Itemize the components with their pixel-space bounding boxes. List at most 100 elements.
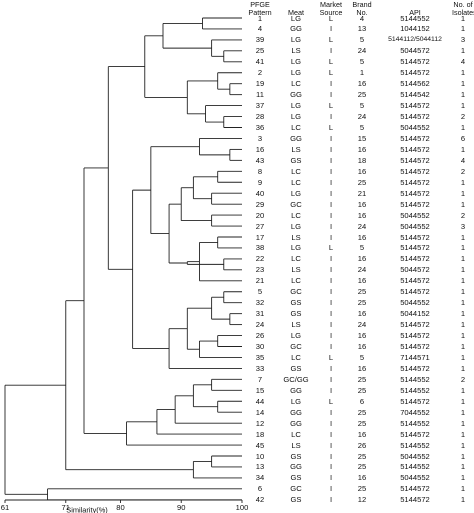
meat-cell: LG xyxy=(290,68,302,78)
table-row: 10 GS I 25 5044552 1 xyxy=(244,451,474,462)
api-cell: 5144572 xyxy=(400,199,430,209)
market-source-cell: I xyxy=(329,451,333,461)
pfge-pattern-cell: 14 xyxy=(255,407,265,417)
brand-no-cell: 16 xyxy=(357,473,367,483)
pfge-pattern-cell: 20 xyxy=(255,210,265,220)
pfge-pattern-cell: 36 xyxy=(255,123,265,132)
table-row: 6 GC I 25 5144572 1 xyxy=(244,483,474,494)
brand-no-cell: 24 xyxy=(357,221,367,231)
brand-no-cell: 16 xyxy=(357,331,367,341)
brand-no-cell: 24 xyxy=(357,320,367,330)
brand-no-cell: 16 xyxy=(357,309,367,319)
market-source-cell: L xyxy=(328,123,334,132)
table-row: 13 GG I 25 5144552 1 xyxy=(244,461,474,472)
api-cell: 5144572 xyxy=(400,57,430,67)
isolates-cell: 1 xyxy=(460,276,466,286)
brand-no-cell: 25 xyxy=(357,418,367,428)
pfge-pattern-cell: 16 xyxy=(255,144,265,154)
api-cell: 7144571 xyxy=(400,352,430,362)
table-row: 2 LG L 1 5144572 1 xyxy=(244,67,474,78)
table-row: 34 GS I 16 5044552 1 xyxy=(244,472,474,483)
brand-no-cell: 13 xyxy=(357,24,367,34)
brand-no-cell: 12 xyxy=(357,495,367,505)
header-pattern: PFGE Pattern xyxy=(248,0,272,17)
market-source-cell: I xyxy=(329,298,333,308)
table-row: 40 LG I 21 5144572 1 xyxy=(244,188,474,199)
api-cell: 5144552 xyxy=(400,13,430,23)
brand-no-cell: 18 xyxy=(357,155,367,165)
table-row: 21 LC I 16 5144572 1 xyxy=(244,275,474,286)
brand-no-cell: 5 xyxy=(359,101,365,111)
meat-cell: GS xyxy=(290,473,302,483)
brand-no-cell: 25 xyxy=(357,462,367,472)
table-row: 29 GC I 16 5144572 1 xyxy=(244,199,474,210)
brand-no-cell: 5 xyxy=(359,243,365,253)
isolates-cell: 1 xyxy=(460,363,466,373)
isolates-cell: 1 xyxy=(460,440,466,450)
table-row: 19 LC I 16 5144562 1 xyxy=(244,78,474,89)
market-source-cell: I xyxy=(329,155,333,165)
api-cell: 5044152 xyxy=(400,309,430,319)
pfge-pattern-cell: 2 xyxy=(257,68,263,78)
axis-tick-label: 100 xyxy=(236,503,249,512)
pfge-pattern-cell: 39 xyxy=(255,35,265,45)
market-source-cell: L xyxy=(328,396,334,406)
isolates-cell: 1 xyxy=(460,396,466,406)
api-cell: 5144572 xyxy=(400,331,430,341)
brand-no-cell: 16 xyxy=(357,429,367,439)
brand-no-cell: 24 xyxy=(357,265,367,275)
api-cell: 5144572 xyxy=(400,177,430,187)
axis-tick-label: 80 xyxy=(116,503,124,512)
market-source-cell: I xyxy=(329,210,333,220)
meat-cell: GG xyxy=(290,462,302,472)
table-row: 20 LC I 16 5044552 2 xyxy=(244,210,474,221)
table-row: 44 LG L 6 5144572 1 xyxy=(244,396,474,407)
table-row: 27 LG I 24 5044552 3 xyxy=(244,221,474,232)
pfge-pattern-cell: 5 xyxy=(257,287,263,297)
market-source-cell: I xyxy=(329,363,333,373)
pfge-pattern-cell: 28 xyxy=(255,112,265,122)
isolates-cell: 1 xyxy=(460,265,466,275)
header-api: API xyxy=(409,8,421,17)
brand-no-cell: 16 xyxy=(357,276,367,286)
meat-cell: LG xyxy=(290,112,302,122)
api-cell: 5044552 xyxy=(400,123,430,132)
pfge-pattern-cell: 10 xyxy=(255,451,265,461)
table-row: 8 LC I 16 5144572 2 xyxy=(244,166,474,177)
pfge-pattern-cell: 26 xyxy=(255,331,265,341)
brand-no-cell: 25 xyxy=(357,451,367,461)
pfge-pattern-cell: 18 xyxy=(255,429,265,439)
api-cell: 5144572 xyxy=(400,484,430,494)
header-market-source: Market Source xyxy=(319,0,343,17)
pfge-pattern-cell: 41 xyxy=(255,57,265,67)
market-source-cell: I xyxy=(329,276,333,286)
isolates-cell: 1 xyxy=(460,68,466,78)
table-row: 37 LG L 5 5144572 1 xyxy=(244,100,474,111)
pfge-pattern-cell: 11 xyxy=(256,90,264,100)
market-source-cell: I xyxy=(329,374,333,384)
brand-no-cell: 5 xyxy=(359,352,365,362)
meat-cell: GS xyxy=(290,309,302,319)
api-cell: 5144572 xyxy=(400,342,430,351)
brand-no-cell: 5 xyxy=(359,123,365,132)
isolates-cell: 2 xyxy=(460,374,466,384)
meat-cell: GS xyxy=(290,363,302,373)
meat-cell: GC xyxy=(290,287,302,297)
pfge-pattern-cell: 15 xyxy=(255,385,265,395)
meat-cell: GS xyxy=(290,155,302,165)
pfge-pattern-cell: 24 xyxy=(255,320,265,330)
meat-cell: LS xyxy=(291,440,301,450)
table-row: 22 LC I 16 5144572 1 xyxy=(244,253,474,264)
meat-cell: LC xyxy=(291,352,301,362)
market-source-cell: I xyxy=(329,232,333,242)
isolates-cell: 1 xyxy=(460,342,466,351)
meat-cell: GG xyxy=(290,418,302,428)
isolates-cell: 1 xyxy=(460,144,466,154)
pfge-pattern-cell: 25 xyxy=(255,46,265,56)
api-cell: 5044572 xyxy=(400,265,430,275)
market-source-cell: I xyxy=(329,144,333,154)
market-source-cell: I xyxy=(329,90,333,100)
api-cell: 5144572 xyxy=(400,112,430,122)
pfge-pattern-cell: 43 xyxy=(255,155,265,165)
